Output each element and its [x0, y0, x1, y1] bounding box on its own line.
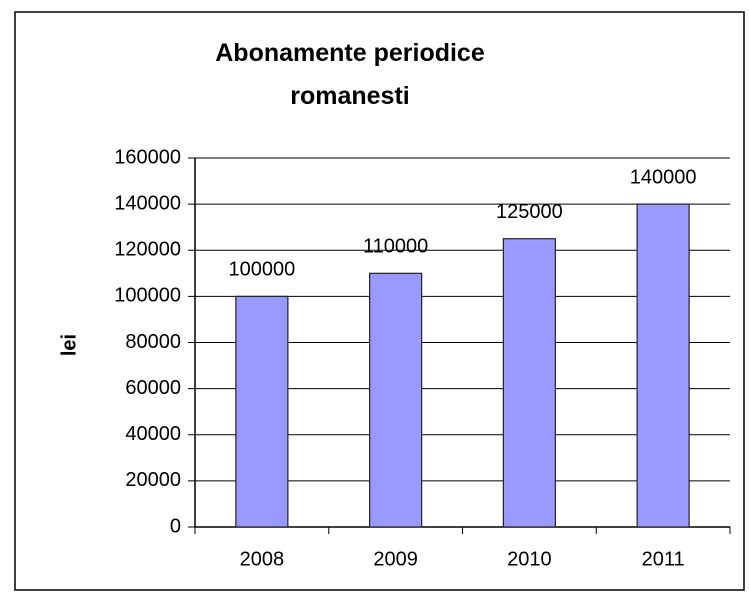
y-tick-label: 80000 [125, 331, 181, 353]
y-tick-label: 60000 [125, 377, 181, 399]
y-tick-label: 20000 [125, 469, 181, 491]
y-tick-label: 100000 [114, 285, 181, 307]
y-axis-label: lei [58, 334, 80, 356]
bar [636, 203, 690, 528]
x-tick-label: 2011 [642, 548, 685, 570]
y-tick-label: 140000 [114, 192, 181, 214]
y-tick-label: 160000 [114, 146, 181, 168]
x-tick-label: 2009 [373, 548, 418, 570]
y-tick-label: 40000 [125, 423, 181, 445]
data-label: 140000 [630, 166, 697, 188]
x-tick-label: 2010 [507, 548, 552, 570]
bar [235, 295, 289, 528]
data-label: 110000 [363, 236, 428, 258]
bar [502, 238, 556, 528]
data-label: 100000 [229, 259, 296, 281]
y-tick-label: 0 [170, 515, 181, 537]
chart-title: Abonamente periodice romanesti [215, 39, 485, 110]
bar [369, 272, 423, 528]
data-label: 125000 [496, 201, 563, 223]
x-tick-label: 2008 [240, 548, 285, 570]
y-tick-label: 120000 [114, 239, 181, 261]
